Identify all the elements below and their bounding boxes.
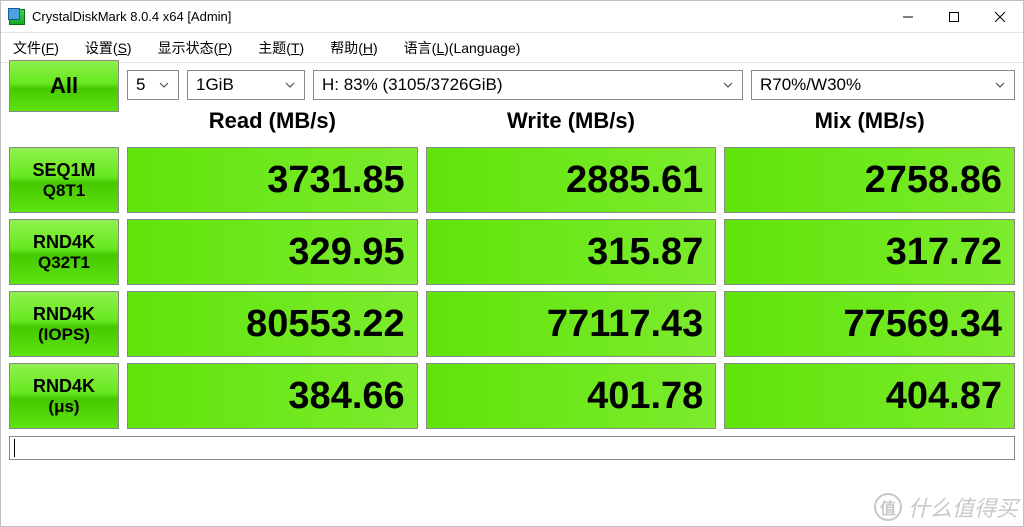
menu-file[interactable]: 文件(F) — [7, 35, 65, 61]
value-write: 315.87 — [426, 219, 717, 285]
results-grid: Read (MB/s) Write (MB/s) Mix (MB/s) SEQ1… — [1, 101, 1023, 433]
menu-help[interactable]: 帮助(H) — [324, 35, 383, 61]
result-row-seq1m-q8t1: SEQ1M Q8T1 3731.85 2885.61 2758.86 — [9, 147, 1015, 213]
menu-language[interactable]: 语言(L)(Language) — [398, 35, 527, 61]
watermark-text: 什么值得买 — [908, 491, 1018, 523]
count-select[interactable]: 5 — [127, 70, 179, 100]
app-icon — [9, 9, 25, 25]
menu-settings[interactable]: 设置(S) — [79, 35, 138, 61]
value-write: 401.78 — [426, 363, 717, 429]
result-row-rnd4k-q32t1: RND4K Q32T1 329.95 315.87 317.72 — [9, 219, 1015, 285]
row-button-rnd4k-us[interactable]: RND4K (μs) — [9, 363, 119, 429]
watermark: 值 什么值得买 — [874, 491, 1018, 523]
value-mix: 317.72 — [724, 219, 1015, 285]
col-header-write: Write (MB/s) — [426, 101, 717, 141]
drive-select-value: H: 83% (3105/3726GiB) — [322, 75, 503, 95]
row-button-rnd4k-iops[interactable]: RND4K (IOPS) — [9, 291, 119, 357]
col-header-empty — [9, 101, 119, 141]
value-read: 80553.22 — [127, 291, 418, 357]
menu-state[interactable]: 显示状态(P) — [152, 35, 239, 61]
menubar: 文件(F) 设置(S) 显示状态(P) 主题(T) 帮助(H) 语言(L)(La… — [1, 33, 1023, 63]
status-bar[interactable] — [9, 436, 1015, 460]
text-caret — [14, 439, 15, 457]
row-button-seq1m-q8t1[interactable]: SEQ1M Q8T1 — [9, 147, 119, 213]
mix-select[interactable]: R70%/W30% — [751, 70, 1015, 100]
drive-select[interactable]: H: 83% (3105/3726GiB) — [313, 70, 743, 100]
value-read: 3731.85 — [127, 147, 418, 213]
col-header-mix: Mix (MB/s) — [724, 101, 1015, 141]
titlebar: CrystalDiskMark 8.0.4 x64 [Admin] — [1, 1, 1023, 33]
size-select-value: 1GiB — [196, 75, 234, 95]
value-mix: 404.87 — [724, 363, 1015, 429]
value-write: 77117.43 — [426, 291, 717, 357]
value-read: 329.95 — [127, 219, 418, 285]
size-select[interactable]: 1GiB — [187, 70, 305, 100]
value-mix: 2758.86 — [724, 147, 1015, 213]
chevron-down-icon — [158, 79, 170, 91]
maximize-button[interactable] — [931, 1, 977, 33]
value-read: 384.66 — [127, 363, 418, 429]
chevron-down-icon — [994, 79, 1006, 91]
result-row-rnd4k-us: RND4K (μs) 384.66 401.78 404.87 — [9, 363, 1015, 429]
watermark-logo-icon: 值 — [874, 493, 902, 521]
window-title: CrystalDiskMark 8.0.4 x64 [Admin] — [32, 9, 231, 24]
menu-theme[interactable]: 主题(T) — [252, 35, 310, 61]
col-header-read: Read (MB/s) — [127, 101, 418, 141]
close-button[interactable] — [977, 1, 1023, 33]
count-select-value: 5 — [136, 75, 145, 95]
value-write: 2885.61 — [426, 147, 717, 213]
value-mix: 77569.34 — [724, 291, 1015, 357]
row-button-rnd4k-q32t1[interactable]: RND4K Q32T1 — [9, 219, 119, 285]
mix-select-value: R70%/W30% — [760, 75, 861, 95]
minimize-button[interactable] — [885, 1, 931, 33]
chevron-down-icon — [722, 79, 734, 91]
result-row-rnd4k-iops: RND4K (IOPS) 80553.22 77117.43 77569.34 — [9, 291, 1015, 357]
chevron-down-icon — [284, 79, 296, 91]
